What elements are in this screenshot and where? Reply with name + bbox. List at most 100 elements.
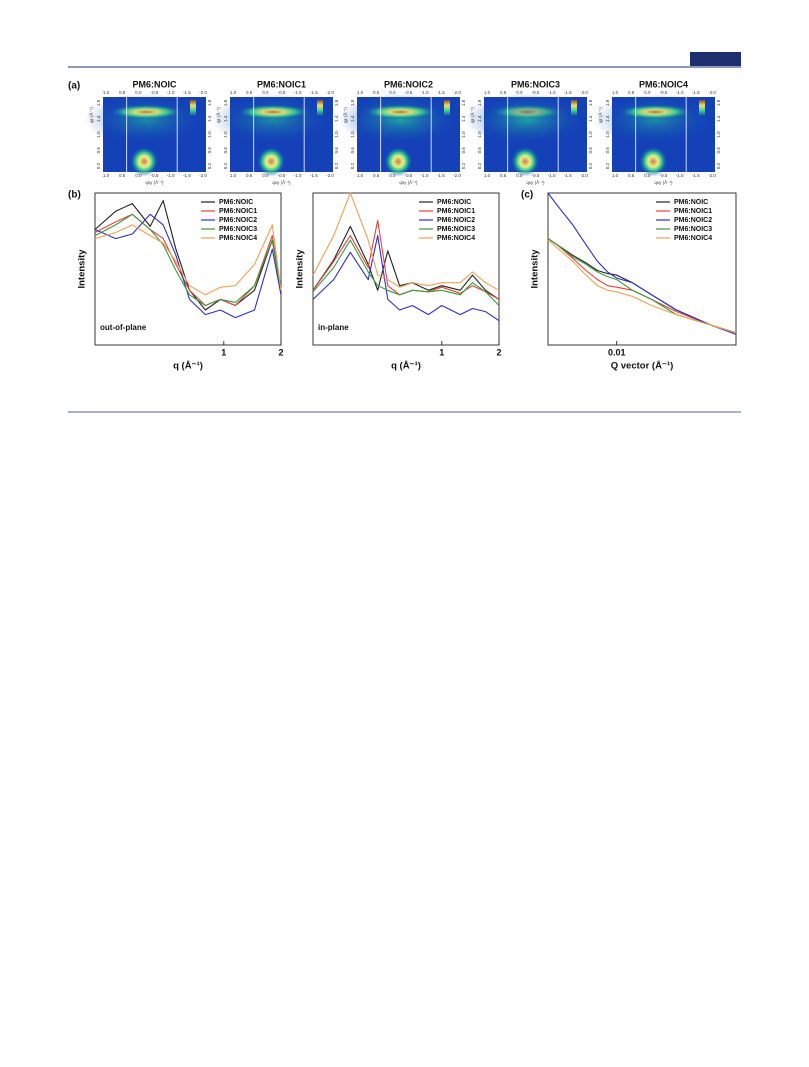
giwaxs-image bbox=[593, 93, 718, 177]
y-tick-label: 0.2 bbox=[477, 162, 482, 169]
x-tick-label: -2.0 bbox=[199, 90, 207, 95]
image-spot bbox=[510, 146, 540, 177]
x-tick-label: -0.5 bbox=[660, 90, 668, 95]
x-tick-label: 0.5 bbox=[246, 173, 253, 178]
x-tick-label: 0.5 bbox=[500, 90, 507, 95]
x-axis-label: q (Å⁻¹) bbox=[173, 361, 203, 372]
legend-label: PM6:NOIC1 bbox=[437, 208, 475, 215]
series-line bbox=[547, 239, 737, 334]
y-tick-label: 0.6 bbox=[588, 147, 593, 154]
x-tick-label: 0.5 bbox=[628, 173, 635, 178]
x-tick-label: 1.0 bbox=[612, 90, 619, 95]
y-tick-label: 1.4 bbox=[588, 115, 593, 122]
x-tick-label: -0.5 bbox=[532, 173, 540, 178]
x-axis-label: qxy (Å⁻¹) bbox=[526, 179, 545, 185]
panel-label: (c) bbox=[521, 190, 533, 201]
x-tick-label: -1.0 bbox=[294, 173, 302, 178]
annotation: in-plane bbox=[318, 323, 349, 332]
x-tick-label: 1 bbox=[221, 347, 226, 357]
x-tick-label: 0.0 bbox=[262, 90, 269, 95]
x-tick-label: 1.0 bbox=[230, 90, 237, 95]
image-arc bbox=[490, 104, 565, 120]
y-tick-label: 1.0 bbox=[334, 131, 339, 138]
y-tick-label: 1.8 bbox=[223, 99, 228, 106]
y-tick-label: 1.4 bbox=[461, 115, 466, 122]
x-tick-label: 2 bbox=[496, 347, 501, 357]
x-tick-label: 0.0 bbox=[262, 173, 269, 178]
y-tick-label: 1.8 bbox=[588, 99, 593, 106]
series-line bbox=[547, 238, 737, 334]
legend-label: PM6:NOIC1 bbox=[219, 208, 257, 215]
x-tick-label: -1.5 bbox=[692, 90, 700, 95]
y-tick-label: 1.8 bbox=[477, 99, 482, 106]
y-tick-label: 1.0 bbox=[350, 131, 355, 138]
x-tick-label: 0.0 bbox=[389, 173, 396, 178]
x-tick-label: 0.5 bbox=[119, 173, 126, 178]
y-axis-label: qz (Å⁻¹) bbox=[469, 107, 475, 123]
y-axis-label: qz (Å⁻¹) bbox=[88, 107, 94, 123]
legend-label: PM6:NOIC2 bbox=[219, 217, 257, 224]
x-tick-label: -2.0 bbox=[580, 173, 588, 178]
x-tick-label: 0.01 bbox=[608, 347, 626, 357]
x-tick-label: -1.5 bbox=[437, 173, 445, 178]
y-tick-label: 1.0 bbox=[477, 131, 482, 138]
image-spot bbox=[383, 146, 413, 177]
image-spot bbox=[256, 146, 286, 177]
y-tick-label: 1.0 bbox=[461, 131, 466, 138]
y-tick-label: 0.2 bbox=[461, 162, 466, 169]
x-tick-label: 0.0 bbox=[516, 173, 523, 178]
panel-label: (a) bbox=[68, 81, 80, 92]
x-axis-label: qxy (Å⁻¹) bbox=[654, 179, 673, 185]
x-tick-label: 0.0 bbox=[135, 173, 142, 178]
x-tick-label: 0.5 bbox=[628, 90, 635, 95]
annotation: out-of-plane bbox=[100, 323, 147, 332]
y-tick-label: 1.8 bbox=[605, 99, 610, 106]
legend-label: PM6:NOIC3 bbox=[219, 226, 257, 233]
x-tick-label: 0.0 bbox=[516, 90, 523, 95]
x-tick-label: -1.5 bbox=[437, 90, 445, 95]
image-title: PM6:NOIC4 bbox=[639, 79, 688, 89]
x-tick-label: 1.0 bbox=[484, 90, 491, 95]
x-tick-label: 1 bbox=[439, 347, 444, 357]
x-tick-label: 0.0 bbox=[135, 90, 142, 95]
image-arc bbox=[109, 104, 184, 120]
y-tick-label: 1.4 bbox=[334, 115, 339, 122]
image-title: PM6:NOIC bbox=[132, 79, 177, 89]
x-tick-label: -1.5 bbox=[564, 90, 572, 95]
y-tick-label: 0.2 bbox=[350, 162, 355, 169]
y-tick-label: 0.6 bbox=[96, 147, 101, 154]
colorbar bbox=[190, 100, 196, 116]
y-tick-label: 0.6 bbox=[223, 147, 228, 154]
x-tick-label: 1.0 bbox=[103, 173, 110, 178]
y-tick-label: 0.2 bbox=[588, 162, 593, 169]
legend-label: PM6:NOIC3 bbox=[674, 226, 712, 233]
giwaxs-image bbox=[338, 93, 463, 177]
x-tick-label: -1.0 bbox=[548, 90, 556, 95]
y-axis-label: qz (Å⁻¹) bbox=[342, 107, 348, 123]
legend-label: PM6:NOIC4 bbox=[437, 235, 475, 242]
y-tick-label: 0.2 bbox=[605, 162, 610, 169]
x-tick-label: 1.0 bbox=[357, 173, 364, 178]
y-axis-label: qz (Å⁻¹) bbox=[597, 107, 603, 123]
series-line bbox=[547, 192, 737, 335]
series-line bbox=[312, 235, 500, 322]
y-tick-label: 0.2 bbox=[223, 162, 228, 169]
legend-label: PM6:NOIC1 bbox=[674, 208, 712, 215]
y-tick-label: 0.2 bbox=[716, 162, 721, 169]
series-line bbox=[312, 225, 500, 300]
image-arc bbox=[236, 104, 311, 120]
x-tick-label: 1.0 bbox=[612, 173, 619, 178]
y-tick-label: 1.4 bbox=[207, 115, 212, 122]
x-tick-label: 0.0 bbox=[389, 90, 396, 95]
legend-label: PM6:NOIC4 bbox=[219, 235, 257, 242]
legend-label: PM6:NOIC bbox=[219, 199, 253, 206]
y-tick-label: 1.4 bbox=[350, 115, 355, 122]
x-tick-label: -1.5 bbox=[183, 90, 191, 95]
y-tick-label: 0.6 bbox=[207, 147, 212, 154]
y-axis-label: Intensity bbox=[295, 249, 306, 289]
image-arc bbox=[363, 104, 438, 120]
plot-frame bbox=[312, 192, 500, 346]
colorbar bbox=[571, 100, 577, 116]
x-tick-label: -0.5 bbox=[278, 90, 286, 95]
